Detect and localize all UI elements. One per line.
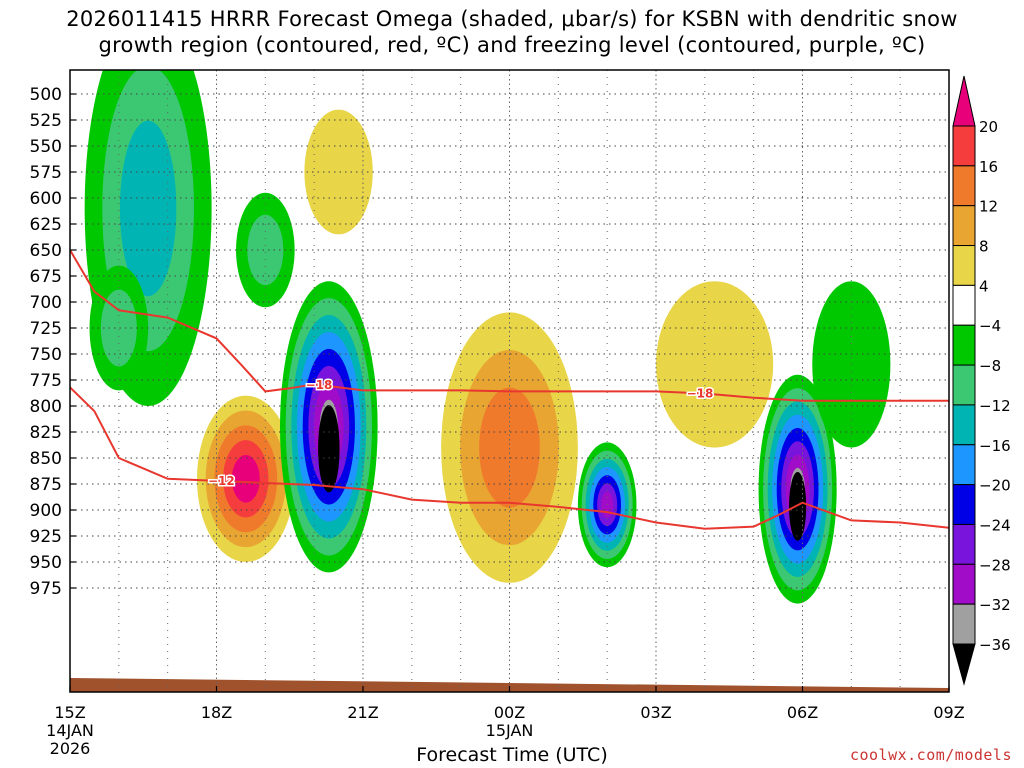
colorbar-tick-10: −24 — [979, 516, 1011, 534]
ytick-label-550: 550 — [30, 137, 62, 157]
chart-title-line1: 2026011415 HRRR Forecast Omega (shaded, … — [66, 7, 958, 31]
xtick-label-4: 03Z — [640, 703, 671, 722]
colorbar-tick-8: −16 — [979, 437, 1011, 455]
xtick-label-5: 06Z — [787, 703, 818, 722]
colorbar-swatch-2 — [952, 205, 976, 247]
ytick-label-675: 675 — [30, 267, 62, 287]
ytick-label-875: 875 — [30, 475, 62, 495]
isotherm-label-1: −18 — [687, 386, 714, 400]
colorbar-bottom-arrow — [952, 643, 976, 686]
colorbar-swatch-7 — [952, 404, 976, 446]
xtick-label-3: 00Z — [494, 703, 525, 722]
ytick-label-600: 600 — [30, 189, 62, 209]
xtick-date-0: 14JAN — [46, 721, 94, 740]
isotherm-line-0 — [70, 249, 949, 402]
omega-green-blob-19z-level-neg12 — [247, 214, 284, 286]
omega-core-20z-core — [318, 404, 340, 493]
ytick-label-975: 975 — [30, 579, 62, 599]
colorbar-tick-13: −36 — [979, 636, 1011, 654]
colorbar-tick-12: −32 — [979, 596, 1011, 614]
ytick-label-850: 850 — [30, 449, 62, 469]
colorbar-tick-11: −28 — [979, 556, 1011, 574]
colorbar-swatch-8 — [952, 444, 976, 486]
colorbar-tick-7: −12 — [979, 397, 1011, 415]
chart-title-line2: growth region (contoured, red, ºC) and f… — [98, 33, 926, 57]
omega-yellow-upper-20z-level-4 — [304, 109, 373, 235]
omega-sinking-00z-level-12 — [479, 387, 540, 508]
colorbar-swatch-5 — [952, 324, 976, 366]
ytick-label-775: 775 — [30, 371, 62, 391]
omega-yellow-04z-level-4 — [656, 281, 774, 448]
chart-title: 2026011415 HRRR Forecast Omega (shaded, … — [0, 6, 1024, 58]
ytick-label-950: 950 — [30, 553, 62, 573]
colorbar-tick-9: −20 — [979, 477, 1011, 495]
colorbar-tick-4: 4 — [979, 277, 989, 295]
xtick-label-0: 15Z — [54, 703, 85, 722]
xtick-label-6: 09Z — [933, 703, 964, 722]
colorbar-swatch-10 — [952, 523, 976, 565]
xtick-year-0: 2026 — [50, 739, 91, 758]
xtick-date-3: 15JAN — [486, 721, 534, 740]
colorbar-tick-3: 8 — [979, 238, 989, 256]
omega-shading — [84, 70, 891, 604]
xtick-label-2: 21Z — [347, 703, 378, 722]
colorbar-swatch-1 — [952, 165, 976, 207]
isotherm-label-2: −12 — [208, 474, 235, 488]
omega-mid-left-upward-level-neg12 — [100, 289, 137, 367]
terrain-strip — [70, 678, 949, 692]
colorbar-swatch-12 — [952, 603, 976, 645]
colorbar: 20 16 12 8 4 −4 −8 −12 −16 −20 −24 −28 −32 −36 — [952, 75, 1011, 686]
colorbar-swatch-0 — [952, 125, 976, 167]
isotherm-line-1 — [70, 386, 949, 530]
pressure-axis: 500 525 550 575 600 625 650 675 700 725 750 775 800 8… — [30, 85, 76, 599]
colorbar-top-arrow — [952, 75, 976, 127]
colorbar-tick-2: 12 — [979, 198, 998, 216]
colorbar-swatch-11 — [952, 563, 976, 605]
omega-core-06z-core — [789, 472, 807, 541]
colorbar-swatch-9 — [952, 484, 976, 525]
ytick-label-725: 725 — [30, 319, 62, 339]
xtick-label-1: 18Z — [201, 703, 232, 722]
colorbar-tick-5: −4 — [979, 317, 1001, 335]
x-axis-label: Forecast Time (UTC) — [416, 744, 608, 766]
grid-lines — [70, 70, 949, 692]
ytick-label-700: 700 — [30, 293, 62, 313]
omega-upper-left-upward-level-neg16 — [119, 120, 177, 297]
ytick-label-925: 925 — [30, 527, 62, 547]
ytick-label-750: 750 — [30, 345, 62, 365]
site-credit: coolwx.com/models — [849, 746, 1012, 764]
ytick-label-625: 625 — [30, 215, 62, 235]
terrain-fill — [70, 678, 949, 692]
colorbar-tick-0: 20 — [979, 118, 998, 136]
colorbar-swatch-6 — [952, 364, 976, 406]
ytick-label-525: 525 — [30, 111, 62, 131]
ytick-label-800: 800 — [30, 397, 62, 417]
colorbar-tick-1: 16 — [979, 158, 998, 176]
ytick-label-900: 900 — [30, 501, 62, 521]
ytick-label-500: 500 — [30, 85, 62, 105]
isotherm-contours: −18 −18 −12 — [70, 249, 949, 530]
ytick-label-825: 825 — [30, 423, 62, 443]
isotherm-label-0: −18 — [306, 378, 333, 392]
colorbar-tick-6: −8 — [979, 357, 1001, 375]
colorbar-swatch-4 — [952, 284, 976, 326]
omega-sinking-18z-level-20 — [231, 455, 260, 503]
ytick-label-650: 650 — [30, 241, 62, 261]
colorbar-swatch-3 — [952, 245, 976, 286]
ytick-label-575: 575 — [30, 163, 62, 183]
